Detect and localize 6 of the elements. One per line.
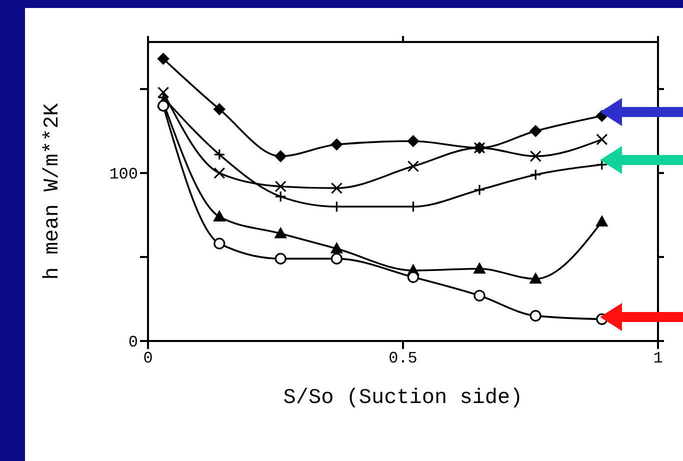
x-tick-label: 0.5: [388, 349, 418, 368]
x-axis-title: S/So (Suction side): [283, 387, 523, 410]
x-tick-label: 1: [653, 349, 663, 368]
y-axis-title: h mean W/m**2K: [41, 102, 64, 280]
y-tick-label: 100: [109, 166, 138, 184]
x-tick-label: 0: [143, 349, 153, 368]
